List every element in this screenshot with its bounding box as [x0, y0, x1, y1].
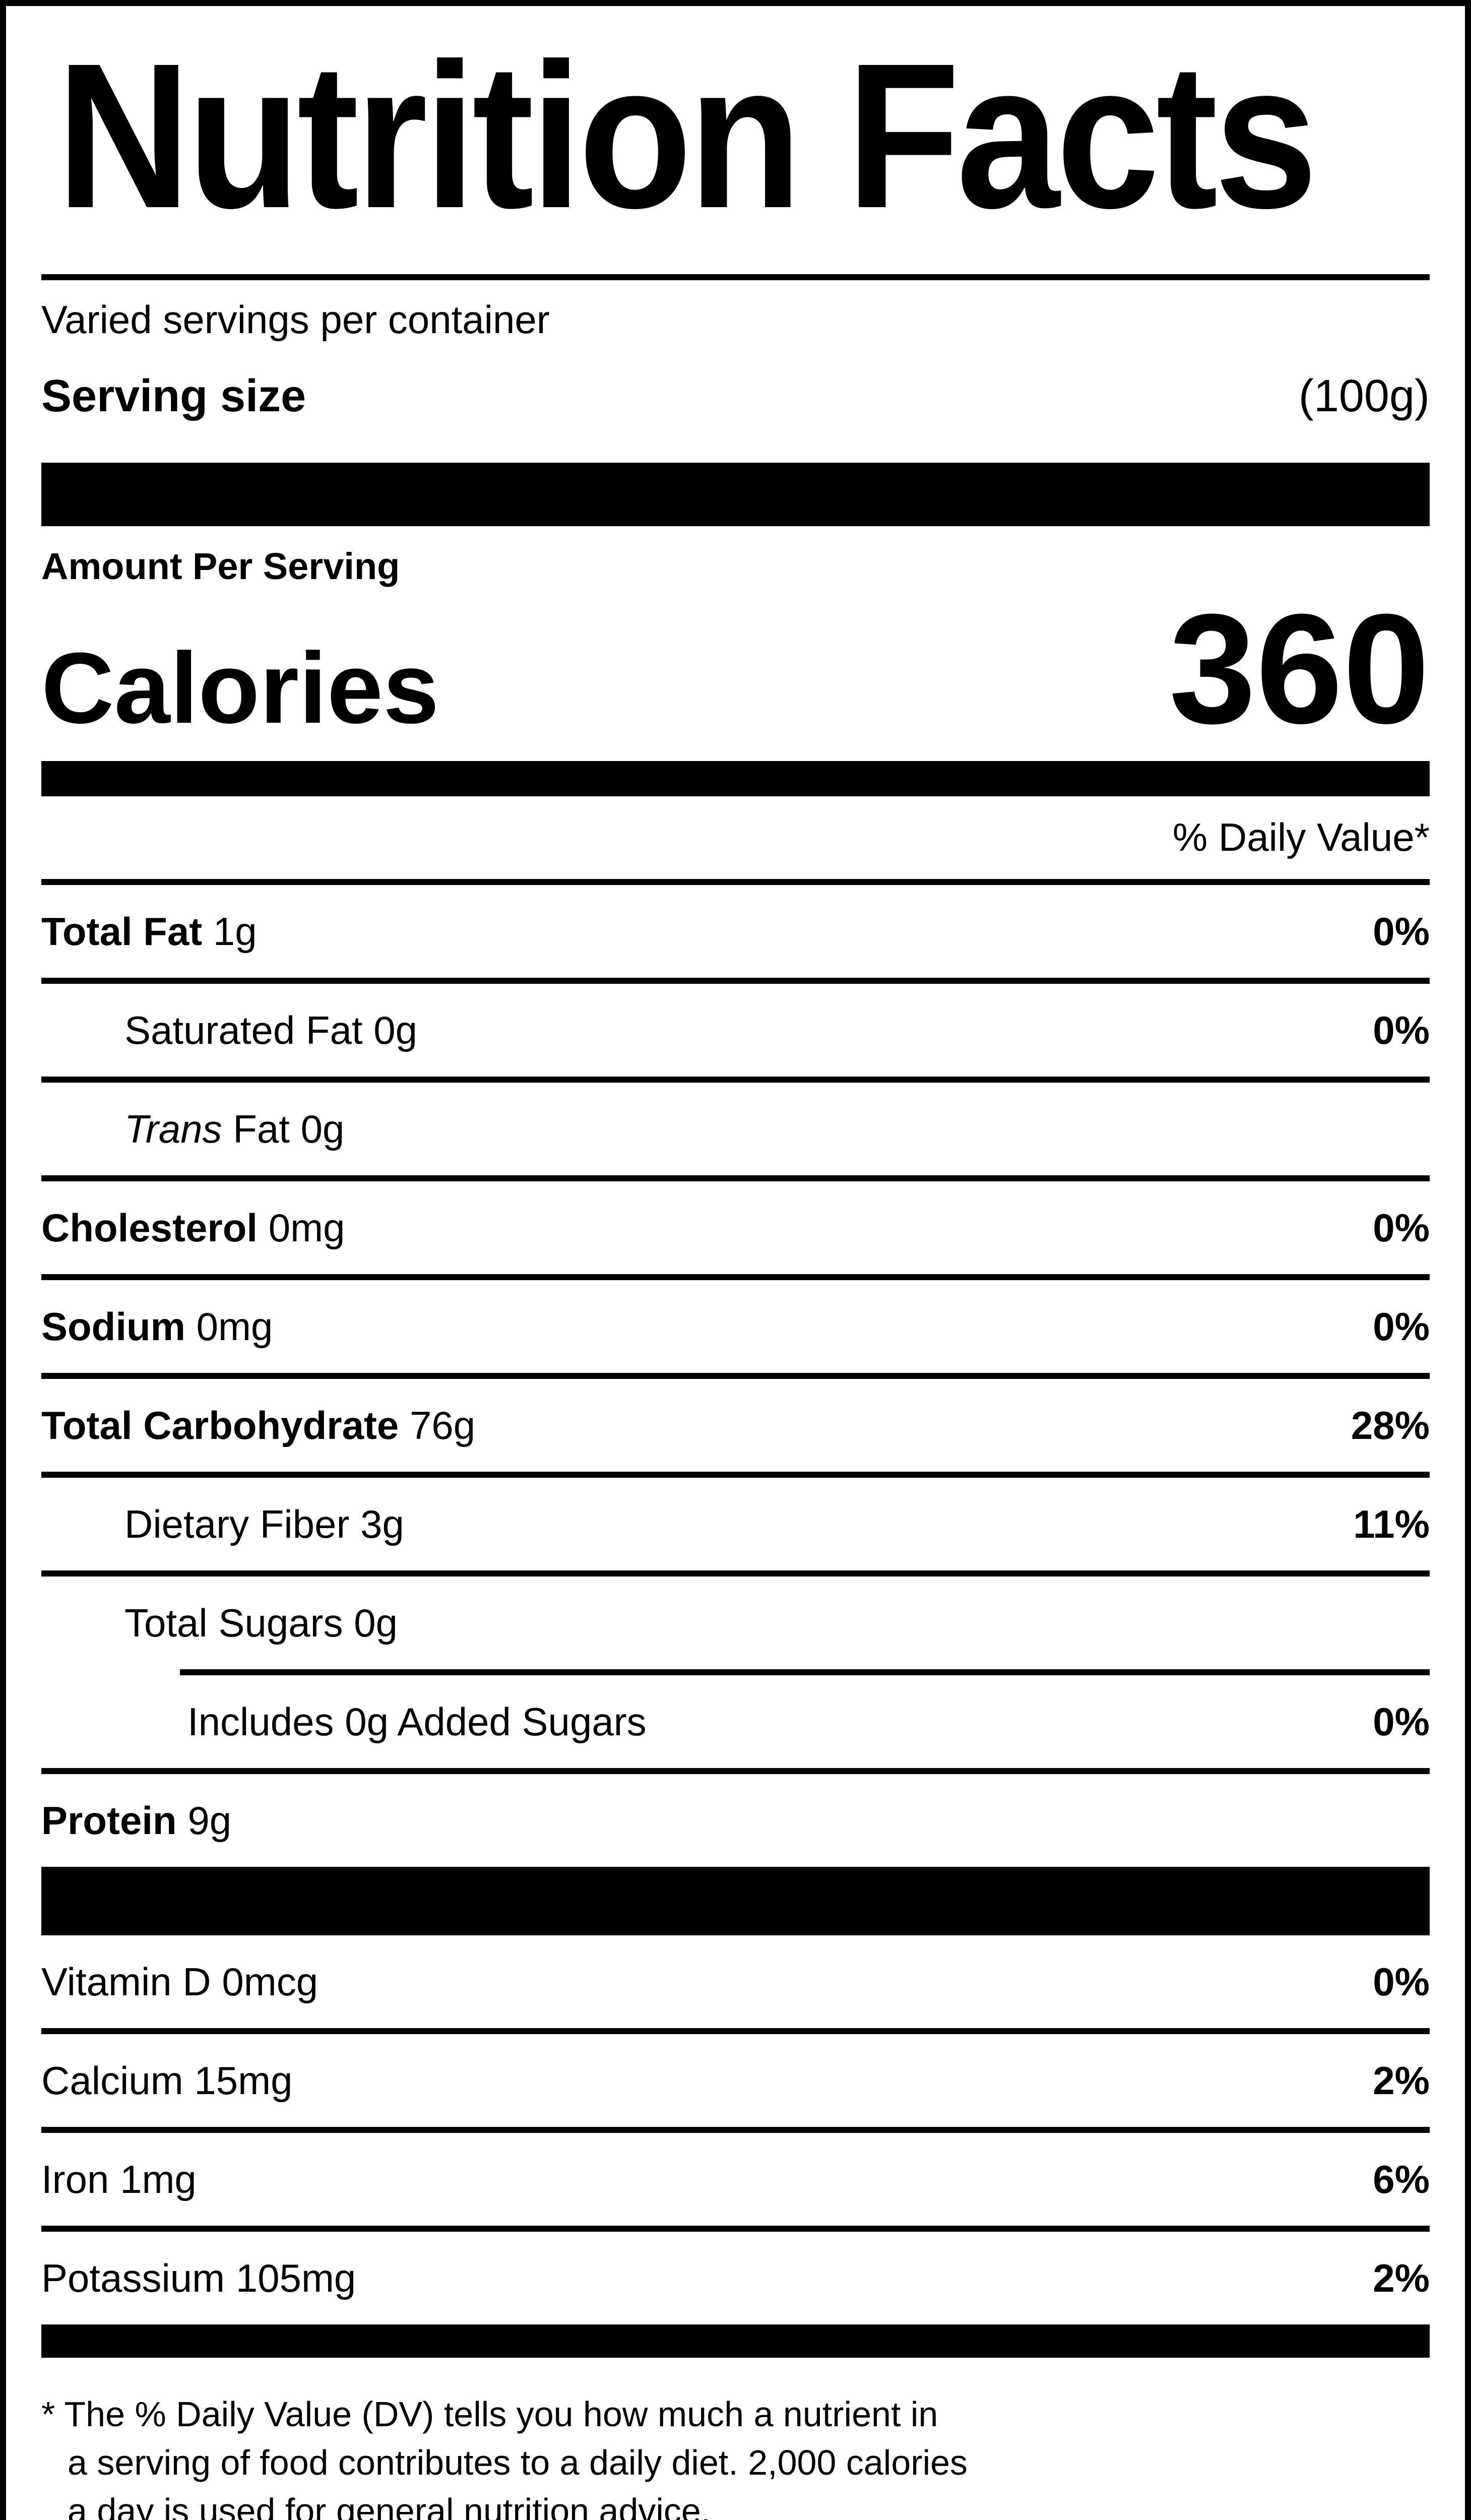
nutrient-list: Total Fat 1g 0% Saturated Fat 0g 0% Trans Fa… — [41, 885, 1430, 1867]
label-title-text: Nutrition Facts — [56, 20, 1318, 251]
nutrient-amount: 0mcg — [222, 1960, 318, 2004]
row-divider — [41, 1373, 1430, 1379]
medium-divider-bar — [41, 2324, 1430, 2358]
nutrient-amount: 105mg — [235, 2256, 356, 2300]
row-divider — [41, 1570, 1430, 1577]
amount-per-serving-label: Amount Per Serving — [41, 545, 400, 587]
nutrient-amount: 9g — [187, 1798, 232, 1843]
nutrient-name: Includes 0g Added Sugars — [187, 1699, 647, 1744]
nutrient-name: Calcium 15mg — [41, 2058, 293, 2103]
row-divider — [41, 1768, 1430, 1774]
serving-size-row: Serving size (100g) — [41, 366, 1430, 426]
nutrient-daily-value: 0% — [1373, 1960, 1430, 2004]
nutrient-name: Total Sugars 0g — [124, 1601, 398, 1645]
nutrient-daily-value: 0% — [1373, 1699, 1430, 1744]
nutrient-daily-value: 0% — [1373, 1008, 1430, 1052]
nutrient-daily-value: 2% — [1373, 2058, 1430, 2103]
nutrient-amount: 0g — [354, 1601, 398, 1645]
nutrient-daily-value: 11% — [1353, 1502, 1430, 1546]
nutrient-name: Potassium 105mg — [41, 2256, 356, 2300]
nutrient-row: Dietary Fiber 3g 11% — [41, 1478, 1430, 1570]
row-divider — [41, 2226, 1430, 2232]
nutrient-amount: 3g — [360, 1502, 404, 1546]
calories-value: 360 — [1169, 581, 1430, 756]
nutrient-daily-value: 0% — [1373, 1206, 1430, 1250]
footnote-line: a serving of food contributes to a daily… — [68, 2443, 968, 2482]
footnote-line: * The % Daily Value (DV) tells you how m… — [41, 2395, 938, 2434]
nutrient-row: Trans Fat 0g — [41, 1083, 1430, 1175]
nutrient-amount: 0g — [300, 1107, 345, 1151]
row-divider — [41, 1472, 1430, 1478]
nutrient-amount: 0mg — [268, 1206, 345, 1250]
nutrient-row: Total Carbohydrate 76g 28% — [41, 1379, 1430, 1472]
nutrient-daily-value: 6% — [1373, 2157, 1430, 2201]
nutrient-daily-value: 28% — [1351, 1403, 1430, 1447]
daily-value-divider — [41, 879, 1430, 885]
serving-size-label: Serving size — [41, 371, 306, 421]
nutrient-name: Iron 1mg — [41, 2157, 197, 2201]
row-divider — [41, 978, 1430, 984]
nutrient-amount: 1g — [213, 909, 257, 954]
row-divider — [41, 1274, 1430, 1280]
nutrient-name: Total Fat 1g — [41, 909, 257, 954]
thick-divider-bar — [41, 463, 1430, 526]
nutrient-row: Iron 1mg 6% — [41, 2133, 1430, 2226]
nutrient-daily-value: 0% — [1373, 1304, 1430, 1349]
nutrient-name: Protein 9g — [41, 1798, 232, 1843]
nutrient-amount: 15mg — [194, 2058, 293, 2103]
nutrient-name: Saturated Fat 0g — [124, 1008, 418, 1052]
nutrient-amount: 1mg — [120, 2157, 197, 2201]
serving-size-value: (100g) — [1298, 371, 1430, 421]
footnote-line: a day is used for general nutrition advi… — [68, 2491, 711, 2520]
nutrient-row: Calcium 15mg 2% — [41, 2034, 1430, 2127]
calories-row: Calories 360 — [41, 591, 1430, 747]
medium-divider-bar — [41, 761, 1430, 796]
thick-divider-bar — [41, 1867, 1430, 1935]
nutrient-row: Sodium 0mg 0% — [41, 1280, 1430, 1373]
nutrient-amount: 0mg — [196, 1304, 273, 1349]
micronutrient-list: Vitamin D 0mcg 0% Calcium 15mg 2% Iron 1mg 6%… — [41, 1935, 1430, 2324]
nutrient-row: Cholesterol 0mg 0% — [41, 1181, 1430, 1274]
nutrient-row: Includes 0g Added Sugars 0% — [41, 1675, 1430, 1768]
row-divider — [41, 2127, 1430, 2133]
daily-value-header: % Daily Value* — [1172, 815, 1430, 859]
nutrient-row: Protein 9g — [41, 1774, 1430, 1867]
nutrient-row: Vitamin D 0mcg 0% — [41, 1935, 1430, 2028]
row-divider — [41, 1175, 1430, 1181]
nutrient-amount: 0g — [373, 1008, 418, 1052]
nutrient-name: Sodium 0mg — [41, 1304, 273, 1349]
nutrient-row: Total Sugars 0g — [41, 1577, 1430, 1669]
row-divider — [41, 1077, 1430, 1083]
nutrient-name: Total Carbohydrate 76g — [41, 1403, 476, 1447]
label-title: Nutrition Facts — [56, 27, 1430, 244]
nutrient-name: Cholesterol 0mg — [41, 1206, 345, 1250]
title-divider — [41, 274, 1430, 280]
nutrient-row: Saturated Fat 0g 0% — [41, 984, 1430, 1077]
nutrient-row: Potassium 105mg 2% — [41, 2232, 1430, 2324]
nutrient-daily-value: 0% — [1373, 909, 1430, 954]
nutrient-amount: 76g — [409, 1403, 476, 1447]
daily-value-footnote: * The % Daily Value (DV) tells you how m… — [41, 2390, 1430, 2520]
row-divider — [180, 1669, 1430, 1675]
nutrient-daily-value: 2% — [1373, 2256, 1430, 2300]
servings-per-container: Varied servings per container — [41, 297, 550, 342]
calories-label: Calories — [41, 632, 439, 744]
nutrient-row: Total Fat 1g 0% — [41, 885, 1430, 978]
nutrient-name: Vitamin D 0mcg — [41, 1960, 318, 2004]
row-divider — [41, 2028, 1430, 2034]
nutrient-name: Dietary Fiber 3g — [124, 1502, 404, 1546]
nutrient-name: Trans Fat 0g — [124, 1107, 345, 1151]
